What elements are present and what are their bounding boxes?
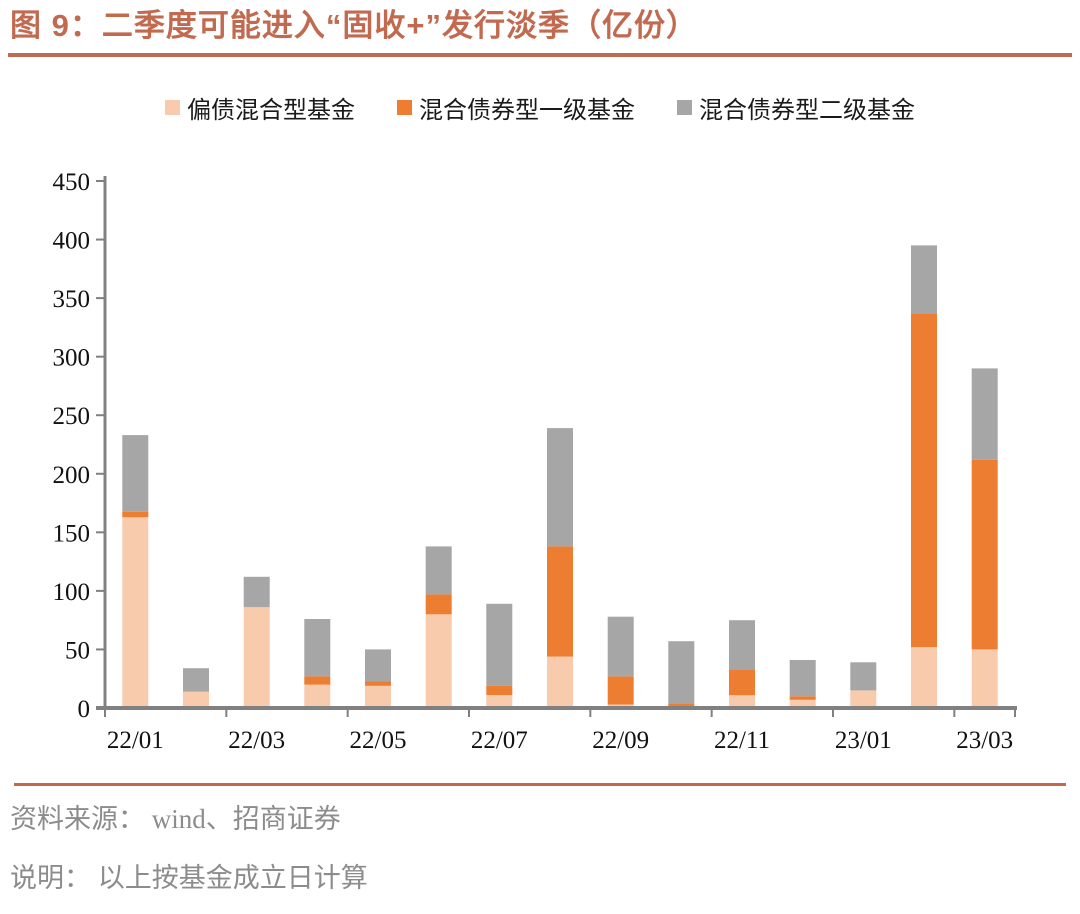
stacked-bar-chart: 0 50 100 150 200 250 300 350 400 450 22/01 22/03 22/…: [53, 169, 1017, 754]
bar-segment-23/03-s0: [971, 649, 998, 708]
bar-segment-22/05-s0: [365, 685, 391, 708]
bar-segment-22/02-s0: [183, 691, 209, 708]
legend-swatch-icon: [677, 100, 692, 115]
bar-segment-22/11-s0: [729, 695, 755, 708]
y-axis-label: 450: [53, 169, 91, 196]
bar-segment-22/06-s2: [425, 546, 452, 595]
bar-segment-22/08-s1: [547, 546, 573, 657]
legend-label: 混合债券型二级基金: [699, 98, 915, 124]
title-underline: [8, 53, 1072, 57]
bar-segment-22/05-s2: [365, 649, 391, 681]
bar-segment-23/01-s0: [850, 690, 877, 708]
legend-item-1: 混合债券型一级基金: [397, 90, 635, 125]
bar-segment-22/11-s2: [729, 620, 755, 670]
y-axis-label: 350: [53, 286, 91, 313]
y-axis-label: 250: [53, 403, 91, 430]
footer-divider: [14, 783, 1066, 786]
bar-segment-23/01-s2: [850, 662, 877, 691]
bar-segment-22/02-s2: [183, 668, 209, 692]
bar-segment-23/02-s1: [911, 313, 937, 648]
x-axis-label: 22/03: [228, 727, 285, 754]
bar-segment-23/03-s1: [971, 459, 998, 650]
bar-segment-22/12-s1: [789, 696, 816, 700]
bar-segment-23/02-s0: [911, 647, 937, 708]
bar-segment-22/12-s2: [789, 660, 816, 697]
bar-segment-22/06-s0: [425, 614, 452, 708]
bar-segment-23/03-s2: [971, 368, 998, 460]
figure-title: 图 9：二季度可能进入“固收+”发行淡季（亿份）: [10, 8, 698, 43]
x-axis-label: 23/01: [835, 727, 892, 754]
bar-segment-22/07-s2: [486, 603, 513, 686]
bar-segment-22/05-s1: [365, 681, 391, 686]
y-axis-label: 0: [78, 696, 91, 723]
bar-segment-22/01-s1: [122, 511, 149, 518]
bar-segment-22/08-s0: [547, 656, 573, 708]
bar-segment-22/08-s2: [547, 428, 573, 547]
x-axis-label: 22/07: [471, 727, 528, 754]
bar-segment-22/10-s2: [668, 641, 695, 704]
legend-item-2: 混合债券型二级基金: [677, 90, 915, 125]
legend-swatch-icon: [165, 100, 180, 115]
note-text: 说明： 以上按基金成立日计算: [10, 863, 368, 893]
x-axis-label: 22/09: [592, 727, 649, 754]
bar-segment-22/04-s0: [304, 684, 331, 708]
x-axis-label: 22/11: [714, 727, 770, 754]
bar-segment-22/03-s2: [243, 576, 270, 608]
y-axis-label: 150: [53, 520, 91, 547]
bar-segment-22/12-s0: [789, 699, 816, 708]
bar-segment-22/07-s1: [486, 685, 513, 696]
bar-segment-22/03-s0: [243, 607, 270, 708]
chart-legend: 偏债混合型基金 混合债券型一级基金 混合债券型二级基金: [0, 90, 1080, 125]
legend-label: 偏债混合型基金: [187, 98, 355, 124]
bar-segment-22/09-s1: [607, 676, 634, 705]
legend-label: 混合债券型一级基金: [419, 98, 635, 124]
x-axis-label: 23/03: [956, 727, 1013, 754]
x-axis-label: 22/05: [350, 727, 407, 754]
bar-segment-22/04-s2: [304, 619, 331, 677]
y-axis-label: 300: [53, 345, 91, 372]
bar-segment-22/01-s2: [122, 435, 149, 512]
bar-segment-22/04-s1: [304, 676, 331, 685]
source-text: 资料来源： wind、招商证券: [10, 804, 341, 834]
y-axis-label: 50: [65, 637, 90, 664]
bar-segment-22/10-s1: [668, 703, 695, 707]
bar-segment-22/07-s0: [486, 695, 513, 708]
legend-item-0: 偏债混合型基金: [165, 90, 355, 125]
bar-segment-22/11-s1: [729, 669, 755, 696]
bar-segment-22/01-s0: [122, 517, 149, 708]
y-axis-label: 400: [53, 228, 91, 255]
x-axis-label: 22/01: [107, 727, 164, 754]
bar-segment-22/09-s2: [607, 616, 634, 677]
legend-swatch-icon: [397, 100, 412, 115]
bar-segment-22/06-s1: [425, 594, 452, 615]
bar-segment-23/02-s2: [911, 245, 937, 314]
y-axis-label: 100: [53, 579, 91, 606]
y-axis-label: 200: [53, 462, 91, 489]
